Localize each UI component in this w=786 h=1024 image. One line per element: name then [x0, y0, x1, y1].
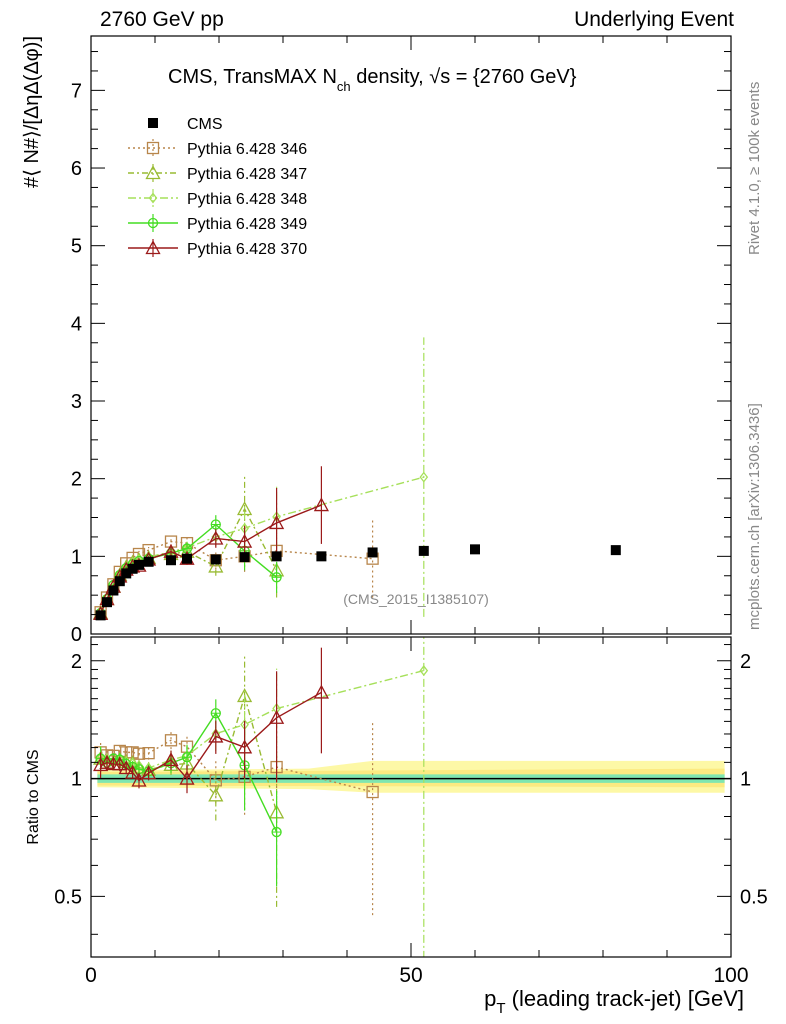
series-0-ratio-point [142, 747, 155, 760]
x-tick-label: 50 [399, 964, 422, 987]
ratio-y-tick-label-left: 0.5 [54, 886, 82, 908]
ratio-y-tick-label-right: 1 [740, 769, 751, 791]
legend-marker-2 [145, 165, 161, 180]
series-3-ratio-point [181, 752, 193, 763]
cms-data-point [108, 585, 119, 596]
cms-data-point [95, 610, 106, 621]
series-2-ratio-point [419, 665, 429, 677]
series-4-point [237, 533, 253, 548]
ratio-y-tick-label-left: 1 [71, 769, 82, 791]
ratio-y-axis-label: Ratio to CMS [25, 749, 42, 844]
series-3-ratio-point [271, 826, 282, 838]
chart-title-main: CMS, TransMAX N [168, 66, 337, 88]
cms-data-point [143, 556, 154, 567]
series-2-point [419, 471, 429, 483]
y-tick-label: 3 [71, 391, 82, 413]
series-4-ratio-point [125, 764, 141, 779]
legend-label-5: Pythia 6.428 370 [187, 241, 307, 258]
series-3-point [271, 572, 282, 583]
series-3-point [210, 519, 221, 530]
x-axis-label-tail: (leading track-jet) [GeV] [506, 986, 744, 1011]
y-tick-label: 5 [71, 236, 82, 258]
series-4-point [208, 530, 224, 545]
legend-label-4: Pythia 6.428 349 [187, 216, 307, 233]
chart-title-tail: density, √s = {2760 GeV} [351, 66, 577, 88]
cms-data-point [316, 551, 327, 562]
legend-marker-5 [145, 240, 161, 255]
series-4-ratio-point [112, 756, 128, 771]
series-2-ratio-line [100, 669, 424, 769]
chart-title-sub: ch [337, 79, 351, 94]
cms-data-point [367, 547, 378, 558]
series-4-ratio-point [163, 752, 179, 767]
x-tick-label: 100 [713, 964, 748, 987]
series-4-ratio-point [118, 760, 134, 775]
cms-data-point [166, 555, 176, 566]
series-4-ratio-point [237, 739, 253, 754]
cms-data-point [127, 563, 138, 574]
y-tick-label: 2 [71, 469, 82, 491]
legend-label-1: Pythia 6.428 346 [187, 141, 307, 158]
cms-data-point [182, 553, 192, 564]
series-4-ratio-point [269, 709, 285, 724]
series-0-ratio-point [366, 785, 379, 799]
series-3-ratio-point [210, 708, 221, 719]
x-tick-label: 0 [85, 964, 97, 987]
side-label-mcplots: mcplots.cern.ch [arXiv:1306.3436] [746, 403, 763, 630]
series-0-line [99, 540, 373, 613]
y-tick-label: 7 [71, 80, 82, 102]
main-series [93, 337, 621, 621]
cms-data-point [418, 545, 429, 556]
x-axis-label: pT (leading track-jet) [GeV] [484, 986, 744, 1017]
series-4-ratio-point [208, 728, 224, 743]
x-axis-label-sub: T [496, 1000, 505, 1017]
x-axis-label-main: p [484, 986, 496, 1011]
series-4-ratio-point [141, 765, 157, 780]
side-label-rivet: Rivet 4.1.0, ≥ 100k events [746, 81, 763, 255]
y-tick-label: 6 [71, 158, 82, 180]
series-1-ratio-point [208, 787, 224, 802]
legend-marker-4 [147, 217, 159, 229]
header-left: 2760 GeV pp [100, 8, 224, 31]
y-tick-label: 4 [71, 313, 82, 335]
cms-data-point [114, 576, 125, 587]
legend-marker-cms [148, 118, 158, 128]
cms-data-point [102, 597, 112, 608]
cms-data-point [239, 552, 250, 563]
series-0-ratio-point [132, 747, 146, 760]
legend-label-0: CMS [187, 116, 223, 133]
y-tick-label: 0 [71, 624, 82, 646]
series-4-ratio-point [93, 757, 109, 772]
y-axis-label: #⟨ N#⟩/[ΔηΔ(Δφ)] [21, 36, 43, 188]
series-4-ratio-point [131, 772, 147, 787]
y-tick-label: 1 [71, 546, 82, 568]
ratio-y-tick-label-left: 2 [71, 651, 82, 673]
cms-data-point [610, 545, 621, 556]
series-1-point [208, 558, 224, 573]
ratio-y-tick-label-right: 0.5 [740, 886, 768, 908]
chart-watermark: (CMS_2015_I1385107) [343, 591, 489, 607]
legend-marker-3 [148, 192, 158, 204]
cms-data-point [134, 559, 144, 570]
series-4-ratio-point [313, 684, 329, 699]
header-right: Underlying Event [574, 8, 734, 31]
ratio-y-tick-label-right: 2 [740, 651, 751, 673]
cms-data-point [271, 551, 282, 562]
cms-data-point [121, 568, 132, 579]
series-0-ratio-point [164, 734, 178, 747]
legend-label-2: Pythia 6.428 347 [187, 166, 307, 183]
series-0-ratio-line [100, 739, 373, 793]
series-4-ratio-point [179, 770, 195, 785]
series-4-point [269, 515, 285, 530]
cms-data-point [210, 554, 221, 565]
series-4-point [313, 497, 329, 512]
ratio-frame [90, 636, 732, 958]
ratio-series [93, 637, 429, 957]
chart-title: CMS, TransMAX Nch density, √s = {2760 Ge… [168, 66, 577, 94]
legend-marker-1 [146, 141, 160, 155]
cms-data-point [470, 544, 480, 555]
legend-label-3: Pythia 6.428 348 [187, 191, 307, 208]
